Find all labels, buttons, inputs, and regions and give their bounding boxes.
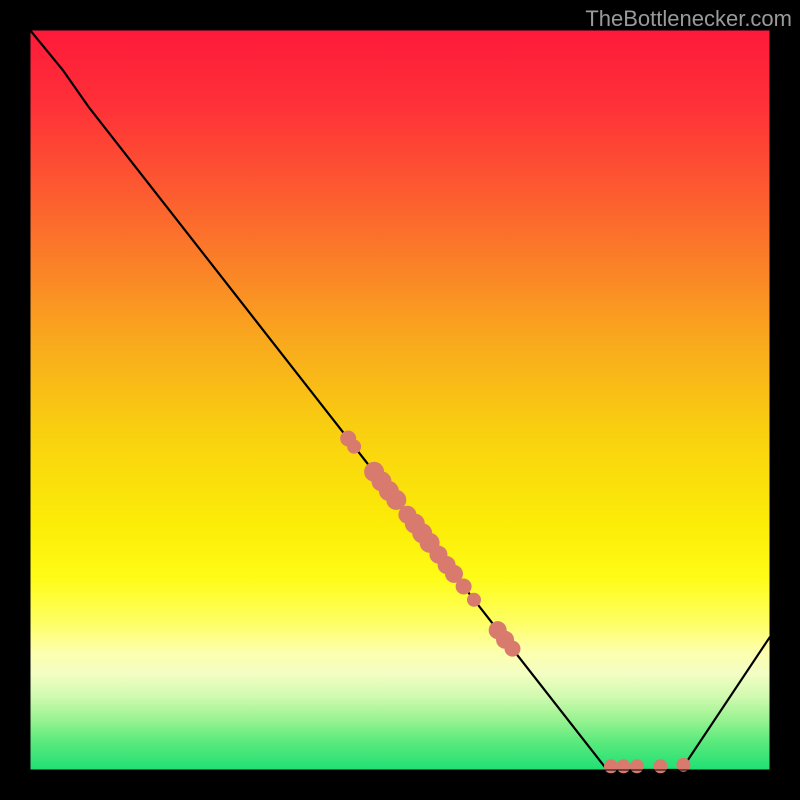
marker-dot	[504, 641, 520, 657]
marker-dot	[456, 578, 472, 594]
marker-dot	[467, 593, 481, 607]
chart-svg	[0, 0, 800, 800]
marker-dot	[653, 759, 667, 773]
plot-background	[30, 30, 770, 770]
marker-dot	[347, 440, 361, 454]
chart-root: TheBottlenecker.com	[0, 0, 800, 800]
marker-dot	[616, 759, 630, 773]
marker-dot	[630, 759, 644, 773]
watermark-text: TheBottlenecker.com	[585, 6, 792, 32]
marker-dot	[604, 759, 618, 773]
